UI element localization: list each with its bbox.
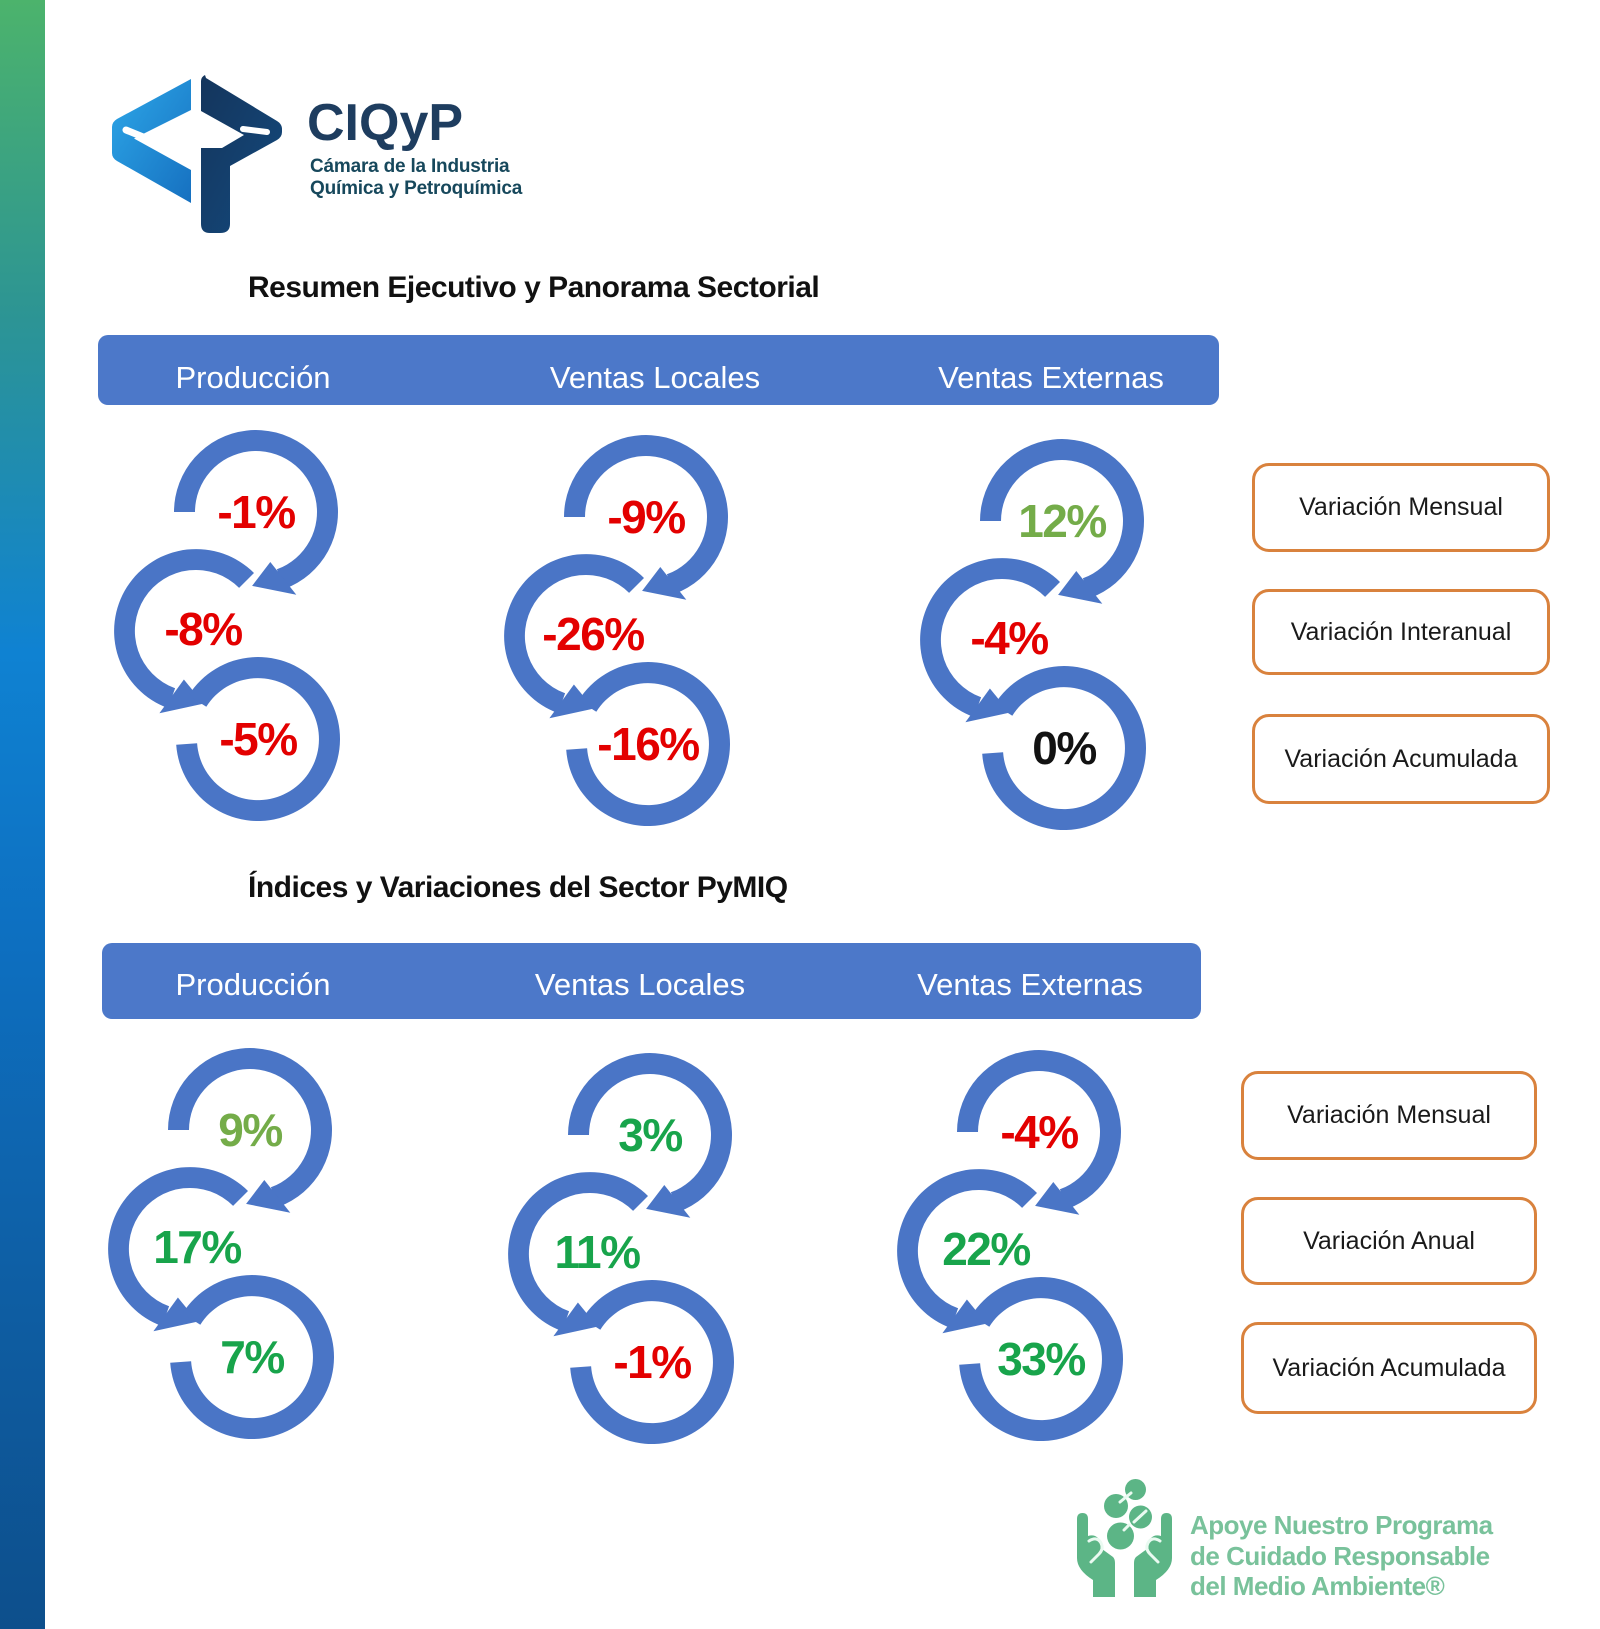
svg-text:33%: 33% <box>997 1333 1085 1385</box>
svg-text:11%: 11% <box>554 1226 640 1278</box>
svg-text:-16%: -16% <box>597 718 699 770</box>
svg-text:22%: 22% <box>942 1223 1030 1275</box>
svg-text:-4%: -4% <box>1000 1106 1078 1158</box>
svg-text:-4%: -4% <box>970 612 1048 664</box>
svg-text:-9%: -9% <box>607 491 685 543</box>
svg-text:12%: 12% <box>1018 495 1106 547</box>
svg-text:-1%: -1% <box>613 1336 691 1388</box>
svg-text:7%: 7% <box>220 1331 284 1383</box>
svg-text:-5%: -5% <box>219 713 297 765</box>
svg-text:0%: 0% <box>1032 722 1096 774</box>
svg-text:-8%: -8% <box>164 603 242 655</box>
svg-text:9%: 9% <box>218 1104 282 1156</box>
svg-text:17%: 17% <box>153 1221 241 1273</box>
svg-text:-1%: -1% <box>217 486 295 538</box>
svg-text:-26%: -26% <box>542 608 644 660</box>
svg-text:3%: 3% <box>618 1109 682 1161</box>
